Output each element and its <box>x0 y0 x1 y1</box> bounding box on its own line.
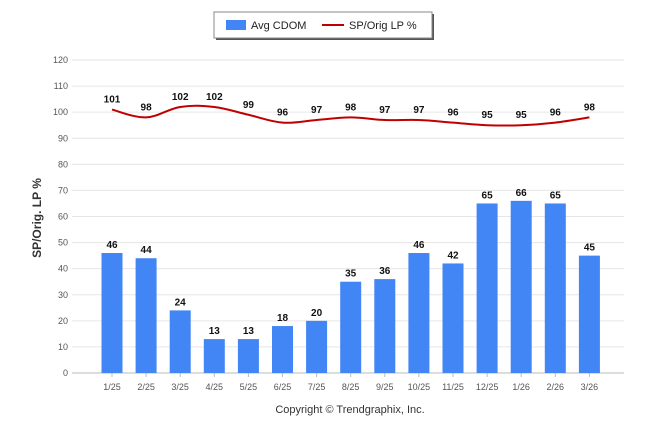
y-tick-label: 110 <box>54 81 68 91</box>
x-tick-label: 3/25 <box>171 382 189 392</box>
bar[interactable] <box>135 258 157 373</box>
y-tick-label: 50 <box>58 238 68 248</box>
line-data-label: 101 <box>104 95 121 106</box>
data-labels: 46 44 24 13 13 18 20 35 36 46 42 65 66 65 45 101 98 102 10… <box>104 92 596 337</box>
bar-data-label: 46 <box>106 240 118 251</box>
bar[interactable] <box>237 339 259 373</box>
x-tick-label: 8/25 <box>342 382 360 392</box>
x-tick-label: 4/25 <box>206 382 224 392</box>
bar[interactable] <box>544 203 566 373</box>
y-tick-label: 120 <box>53 55 68 65</box>
bar[interactable] <box>340 281 362 373</box>
bar[interactable] <box>203 339 225 373</box>
bar[interactable] <box>272 326 293 373</box>
x-tick-label: 12/25 <box>476 382 499 392</box>
bar-data-label: 45 <box>584 243 596 254</box>
x-tick-label: 2/25 <box>137 382 155 392</box>
bar-data-label: 24 <box>175 297 187 308</box>
x-tick-label: 3/26 <box>581 382 599 392</box>
y-tick-label: 80 <box>58 159 68 169</box>
x-tick-label: 1/26 <box>512 382 530 392</box>
x-tick-label: 11/25 <box>442 382 464 392</box>
line-data-label: 97 <box>311 105 323 116</box>
line-data-label: 98 <box>141 102 153 113</box>
bar-data-label: 36 <box>379 266 391 277</box>
line-series <box>111 104 590 127</box>
x-tick-label: 2/26 <box>547 382 565 392</box>
bar[interactable] <box>476 203 498 373</box>
y-tick-label: 0 <box>63 368 68 378</box>
y-tick-label: 90 <box>58 133 68 143</box>
bar-data-label: 44 <box>141 245 153 256</box>
legend-swatch-avg-cdom <box>226 20 246 30</box>
line-data-label: 97 <box>413 105 425 116</box>
bar[interactable] <box>374 279 396 373</box>
line-data-label: 102 <box>172 92 189 103</box>
bar[interactable] <box>442 263 464 373</box>
bar[interactable] <box>510 200 532 373</box>
x-tick-label: 9/25 <box>376 382 394 392</box>
grid-lines <box>72 59 624 348</box>
x-tick-label: 7/25 <box>308 382 326 392</box>
line-data-label: 98 <box>584 102 596 113</box>
axes: 0 10 20 30 40 50 60 70 80 90 100 110 120 1/25 2/25 3/25… <box>53 55 624 392</box>
line-data-label: 102 <box>206 92 223 103</box>
x-tick-label: 10/25 <box>408 382 431 392</box>
line-data-label: 96 <box>277 108 289 119</box>
y-axis-label: SP/Orig. LP % <box>30 178 44 258</box>
line-data-label: 95 <box>516 110 528 121</box>
bar-series <box>101 200 600 373</box>
bar-data-label: 42 <box>447 250 459 261</box>
legend-label-sp-orig-lp: SP/Orig LP % <box>349 20 417 32</box>
bar-data-label: 13 <box>243 326 255 337</box>
y-tick-label: 100 <box>53 107 68 117</box>
y-tick-label: 60 <box>58 212 68 222</box>
bar[interactable] <box>101 253 123 373</box>
line-data-label: 95 <box>482 110 494 121</box>
y-tick-label: 10 <box>58 342 68 352</box>
bar-data-label: 65 <box>482 190 494 201</box>
bar-data-label: 13 <box>209 326 221 337</box>
bar-data-label: 66 <box>516 188 528 199</box>
y-tick-label: 20 <box>58 316 68 326</box>
bar-data-label: 65 <box>550 190 562 201</box>
line-data-label: 96 <box>447 108 459 119</box>
line-data-label: 97 <box>379 105 391 116</box>
x-tick-label: 5/25 <box>240 382 258 392</box>
line-data-label: 96 <box>550 108 562 119</box>
y-tick-label: 40 <box>58 264 68 274</box>
bar-data-label: 18 <box>277 313 289 324</box>
bar-data-label: 35 <box>345 269 357 280</box>
legend-label-avg-cdom: Avg CDOM <box>251 20 306 32</box>
x-tick-label: 1/25 <box>103 382 121 392</box>
bar[interactable] <box>408 253 430 373</box>
bar[interactable] <box>169 310 191 373</box>
bar-data-label: 20 <box>311 308 323 319</box>
line-series-path[interactable] <box>111 104 590 127</box>
y-tick-label: 70 <box>58 185 68 195</box>
x-tick-label: 6/25 <box>274 382 292 392</box>
line-data-label: 99 <box>243 100 255 111</box>
bar[interactable] <box>306 320 328 373</box>
bar-data-label: 46 <box>413 240 425 251</box>
bar[interactable] <box>578 255 600 373</box>
line-data-label: 98 <box>345 102 357 113</box>
y-tick-label: 30 <box>58 290 68 300</box>
legend[interactable]: Avg CDOM SP/Orig LP % <box>213 11 434 40</box>
copyright-text: Copyright © Trendgraphix, Inc. <box>275 404 424 416</box>
